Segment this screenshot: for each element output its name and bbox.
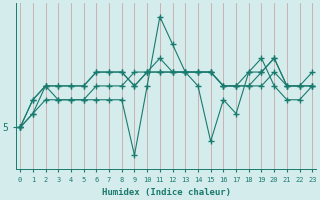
X-axis label: Humidex (Indice chaleur): Humidex (Indice chaleur): [102, 188, 231, 197]
